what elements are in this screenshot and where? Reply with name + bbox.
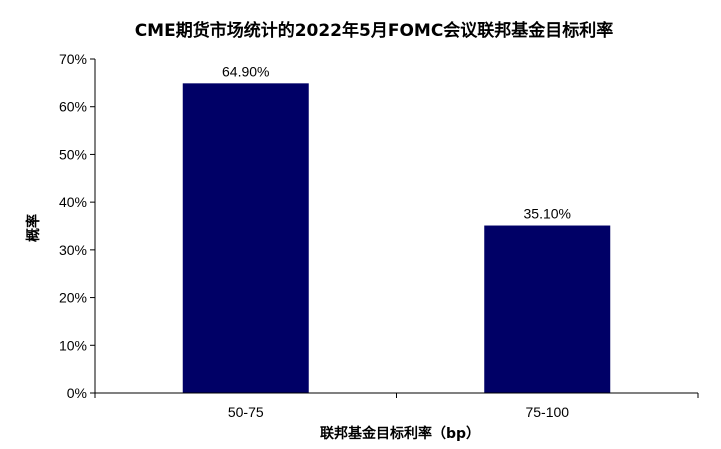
y-tick-label: 40% (59, 194, 87, 210)
x-tick-label: 75-100 (525, 404, 569, 420)
data-label: 35.10% (524, 206, 571, 222)
x-axis-label: 联邦基金目标利率（bp） (320, 425, 480, 442)
y-axis-label: 概率 (25, 214, 42, 242)
bar-50-75 (182, 83, 309, 393)
chart-title: CME期货市场统计的2022年5月FOMC会议联邦基金目标利率 (135, 20, 614, 41)
x-tick-label: 50-75 (228, 404, 264, 420)
y-tick-label: 20% (59, 290, 87, 306)
data-labels: 64.90% 35.10% (222, 63, 571, 221)
y-tick-label: 60% (59, 99, 87, 115)
y-tick-label: 50% (59, 146, 87, 162)
y-axis-ticks: 0% 10% 20% 30% 40% 50% 60% 70% (59, 51, 95, 401)
x-axis-ticks: 50-75 75-100 (94, 393, 699, 420)
y-tick-label: 10% (59, 337, 87, 353)
y-tick-label: 0% (67, 385, 87, 401)
y-tick-label: 30% (59, 242, 87, 258)
bars (182, 83, 611, 393)
bar-75-100 (484, 225, 611, 393)
y-tick-label: 70% (59, 51, 87, 67)
data-label: 64.90% (222, 63, 269, 79)
